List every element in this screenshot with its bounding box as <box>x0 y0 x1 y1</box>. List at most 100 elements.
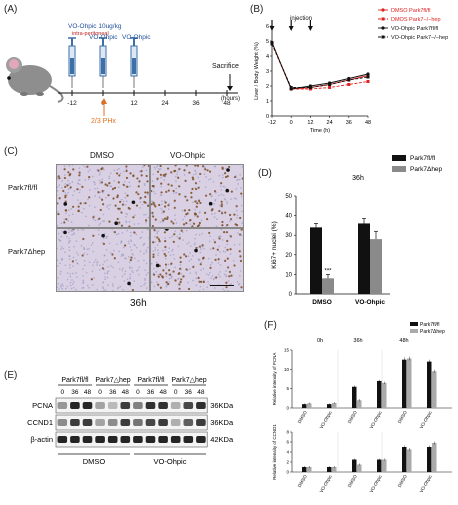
timeline-tick-label: 24 <box>161 100 169 107</box>
nucleus <box>72 265 74 267</box>
nucleus <box>219 271 221 273</box>
nucleus <box>213 287 216 289</box>
nucleus <box>238 243 241 246</box>
series-line <box>271 43 369 88</box>
nucleus <box>71 260 74 263</box>
nucleus <box>236 216 238 219</box>
nucleus <box>237 178 239 181</box>
bar <box>407 449 412 472</box>
nucleus <box>219 264 222 266</box>
nucleus <box>192 255 194 257</box>
nucleus <box>171 171 173 174</box>
nucleus <box>95 259 97 261</box>
nucleus <box>195 284 198 287</box>
nucleus <box>129 246 132 248</box>
nucleus <box>224 211 227 214</box>
bar <box>327 404 332 408</box>
nucleus <box>143 252 145 255</box>
nucleus <box>200 269 202 271</box>
nucleus <box>63 218 66 221</box>
nucleus <box>101 198 104 201</box>
nucleus <box>57 186 59 189</box>
nucleus <box>238 233 242 236</box>
nucleus <box>69 173 72 176</box>
nucleus <box>88 224 90 227</box>
nucleus <box>156 236 159 239</box>
nucleus <box>140 174 143 177</box>
nucleus <box>184 179 187 183</box>
protein-band <box>70 419 80 426</box>
nucleus <box>214 212 216 215</box>
nucleus <box>226 243 228 246</box>
nucleus <box>124 270 127 273</box>
chart-title: 36h <box>352 175 364 182</box>
nucleus <box>161 218 164 220</box>
nucleus <box>164 257 167 260</box>
nucleus <box>151 180 154 182</box>
nucleus <box>219 204 221 207</box>
nucleus <box>141 166 144 168</box>
nucleus <box>164 254 167 257</box>
protein-band <box>120 402 131 409</box>
data-point <box>270 42 274 46</box>
nucleus <box>117 232 120 235</box>
nucleus <box>88 286 90 289</box>
protein-band <box>82 402 93 409</box>
nucleus <box>128 242 130 245</box>
nucleus <box>223 231 226 234</box>
nucleus <box>185 165 188 167</box>
nucleus <box>102 263 104 266</box>
legend-swatch <box>392 166 406 172</box>
nucleus <box>139 250 142 253</box>
nucleus <box>151 281 153 284</box>
nucleus <box>222 174 224 176</box>
col-label-dmso: DMSO <box>90 151 114 160</box>
nucleus <box>179 264 182 266</box>
nucleus <box>161 220 164 223</box>
nucleus <box>225 231 229 234</box>
nucleus <box>161 212 164 214</box>
ki67-bar-chart: 36h 0 10 20 30 40 50 Ki67+ nuclei (%) DMSO VO-Ohp… <box>271 155 443 306</box>
nucleus <box>91 175 94 178</box>
bar <box>352 459 357 472</box>
nucleus <box>76 188 79 191</box>
nucleus <box>154 241 156 243</box>
nucleus <box>178 288 180 291</box>
nucleus <box>152 186 155 189</box>
protein-band <box>70 402 80 409</box>
nucleus <box>98 196 101 198</box>
nucleus <box>64 200 67 203</box>
nucleus <box>196 202 199 205</box>
nucleus <box>236 214 239 217</box>
nucleus <box>99 191 101 194</box>
nucleus <box>68 258 71 260</box>
protein-band <box>196 402 206 409</box>
nucleus <box>103 220 106 222</box>
nucleus <box>69 182 71 185</box>
nucleus <box>186 199 189 202</box>
nucleus <box>62 189 65 193</box>
nucleus <box>113 257 116 260</box>
nucleus <box>194 169 196 171</box>
vessel-dot <box>225 188 230 193</box>
nucleus <box>118 268 121 270</box>
nucleus <box>165 272 168 275</box>
nucleus <box>152 190 155 193</box>
nucleus <box>57 176 59 179</box>
nucleus <box>94 187 96 190</box>
nucleus <box>178 193 181 196</box>
nucleus <box>113 169 116 172</box>
nucleus <box>61 180 64 182</box>
nucleus <box>104 289 107 291</box>
nucleus <box>163 175 166 178</box>
protein-band <box>57 402 68 409</box>
nucleus <box>120 224 124 227</box>
nucleus <box>230 283 233 285</box>
nucleus <box>188 241 190 244</box>
nucleus <box>83 252 86 255</box>
nucleus <box>186 212 189 215</box>
nucleus <box>117 286 120 289</box>
x-tick-label: DMSO <box>397 474 408 489</box>
nucleus <box>112 187 115 190</box>
nucleus <box>152 229 155 231</box>
